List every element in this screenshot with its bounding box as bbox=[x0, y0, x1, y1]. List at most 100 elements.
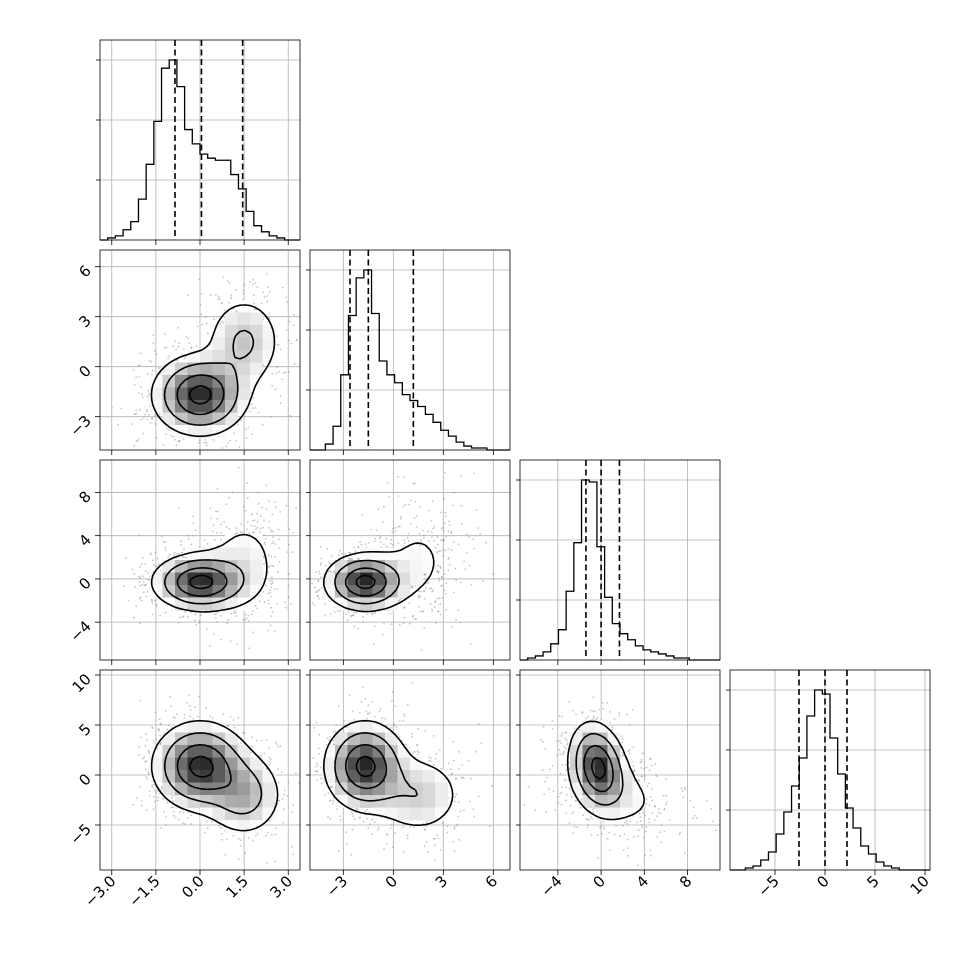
scatter-point bbox=[181, 556, 184, 559]
scatter-point bbox=[339, 610, 342, 612]
scatter-point bbox=[138, 575, 141, 578]
scatter-point bbox=[447, 556, 450, 559]
scatter-point bbox=[328, 561, 331, 564]
scatter-point bbox=[160, 723, 163, 726]
scatter-point bbox=[437, 610, 439, 613]
scatter-point bbox=[254, 525, 256, 528]
scatter-point bbox=[148, 752, 151, 754]
scatter-point bbox=[158, 413, 161, 416]
contour-level-2 bbox=[163, 329, 255, 426]
scatter-point bbox=[439, 613, 442, 616]
scatter-point bbox=[142, 417, 145, 420]
scatter-point bbox=[238, 446, 241, 448]
density-cell bbox=[250, 795, 263, 808]
scatter-point bbox=[352, 614, 355, 617]
density-cell bbox=[200, 412, 213, 426]
scatter-point bbox=[475, 509, 478, 511]
scatter-point bbox=[234, 533, 237, 536]
scatter-point bbox=[270, 834, 273, 836]
scatter-point bbox=[271, 564, 273, 567]
scatter-point bbox=[165, 346, 168, 349]
scatter-point bbox=[457, 815, 460, 818]
scatter-point bbox=[159, 743, 162, 746]
scatter-point bbox=[277, 799, 280, 802]
scatter-point bbox=[206, 542, 209, 545]
scatter-point bbox=[148, 359, 151, 362]
density-cell bbox=[175, 732, 188, 746]
scatter-point bbox=[111, 406, 113, 409]
scatter-point bbox=[467, 536, 470, 538]
scatter-point bbox=[400, 516, 402, 518]
scatter-point bbox=[287, 781, 290, 783]
scatter-point bbox=[288, 573, 291, 575]
contour-level-4 bbox=[189, 574, 214, 590]
scatter-point bbox=[235, 440, 237, 442]
scatter-point bbox=[152, 740, 155, 742]
density-cell bbox=[237, 387, 251, 401]
scatter-point bbox=[204, 439, 207, 441]
scatter-point bbox=[139, 736, 142, 739]
scatter-point bbox=[318, 572, 321, 575]
scatter-point bbox=[452, 740, 454, 743]
scatter-point bbox=[188, 342, 191, 344]
scatter-point bbox=[269, 580, 272, 582]
scatter-point bbox=[415, 618, 417, 621]
scatter-point bbox=[153, 349, 156, 352]
scatter-point bbox=[172, 345, 175, 347]
scatter-point bbox=[225, 445, 228, 448]
scatter-point bbox=[245, 613, 247, 616]
scatter-point bbox=[190, 346, 193, 349]
scatter-point bbox=[250, 433, 253, 435]
scatter-point bbox=[415, 526, 418, 528]
scatter-point bbox=[144, 760, 147, 763]
scatter-point bbox=[267, 832, 269, 834]
scatter-point bbox=[209, 507, 212, 510]
scatter-point bbox=[168, 553, 171, 556]
histogram-steps bbox=[310, 269, 510, 451]
scatter-point bbox=[146, 409, 148, 411]
scatter-point bbox=[254, 834, 257, 837]
scatter-point bbox=[244, 852, 247, 854]
scatter-point bbox=[164, 546, 167, 549]
scatter-point bbox=[178, 439, 181, 442]
scatter-point bbox=[385, 537, 388, 540]
scatter-point bbox=[429, 602, 432, 605]
scatter-point bbox=[332, 571, 335, 573]
scatter-point bbox=[138, 392, 140, 394]
scatter-point bbox=[156, 790, 159, 793]
scatter-point bbox=[150, 360, 153, 363]
scatter-point bbox=[277, 343, 280, 346]
scatter-point bbox=[383, 543, 385, 546]
scatter-point bbox=[227, 724, 230, 727]
scatter-point bbox=[441, 584, 444, 587]
scatter-point bbox=[403, 616, 406, 619]
scatter-point bbox=[398, 600, 401, 602]
contour-level-3 bbox=[176, 567, 228, 597]
scatter-point bbox=[233, 726, 236, 729]
scatter-point bbox=[290, 603, 293, 605]
scatter-point bbox=[151, 600, 153, 602]
scatter-point bbox=[155, 603, 158, 606]
scatter-point bbox=[399, 598, 401, 601]
scatter-point bbox=[246, 521, 249, 524]
scatter-point bbox=[268, 316, 270, 319]
scatter-point bbox=[419, 610, 422, 613]
scatter-point bbox=[153, 783, 156, 786]
scatter-point bbox=[235, 288, 237, 291]
scatter-point bbox=[390, 823, 393, 826]
scatter-point bbox=[170, 806, 173, 809]
scatter-point bbox=[344, 553, 346, 555]
scatter-point bbox=[444, 471, 446, 474]
density-cell bbox=[225, 312, 238, 326]
scatter-point bbox=[240, 419, 242, 421]
scatter-point bbox=[194, 706, 196, 708]
scatter-point bbox=[354, 550, 357, 552]
scatter-point bbox=[455, 579, 457, 582]
joint-panel bbox=[95, 669, 301, 875]
scatter-point bbox=[270, 586, 273, 588]
scatter-point bbox=[261, 423, 264, 426]
histogram-steps bbox=[520, 479, 720, 661]
scatter-point bbox=[270, 530, 272, 533]
density-cell bbox=[162, 782, 176, 796]
scatter-point bbox=[397, 599, 400, 602]
